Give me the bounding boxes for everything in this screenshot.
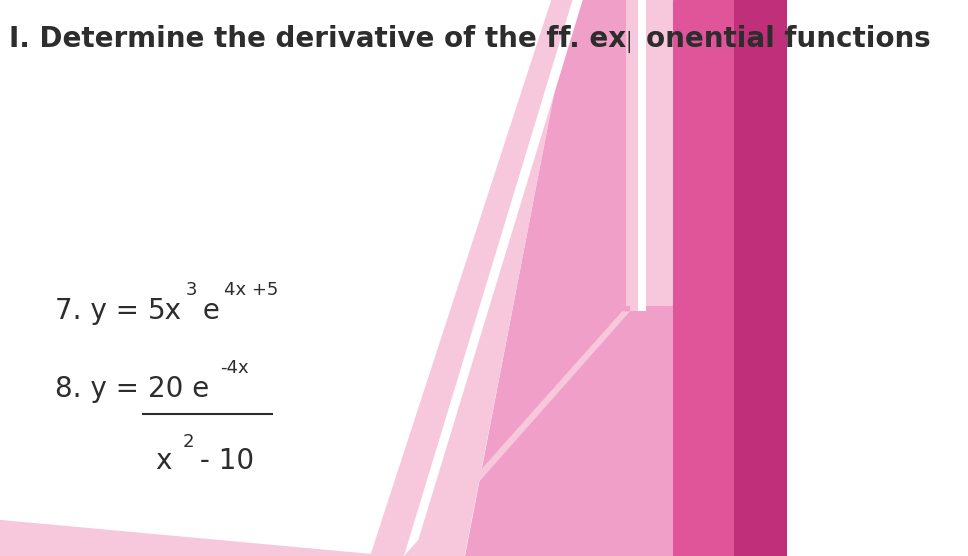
Text: I. Determine the derivative of the ff. exponential functions: I. Determine the derivative of the ff. e… — [10, 25, 931, 53]
Text: -4x: -4x — [221, 359, 249, 377]
Text: e: e — [194, 297, 220, 325]
Text: 7. y =: 7. y = — [55, 297, 148, 325]
Polygon shape — [469, 0, 674, 556]
Polygon shape — [465, 0, 674, 556]
Text: 8. y =: 8. y = — [55, 375, 148, 403]
Text: 3: 3 — [186, 281, 197, 299]
Polygon shape — [734, 0, 787, 556]
Text: - 10: - 10 — [191, 448, 254, 475]
Polygon shape — [630, 0, 638, 311]
Polygon shape — [404, 0, 583, 556]
Polygon shape — [404, 311, 630, 556]
Text: x: x — [155, 448, 171, 475]
Polygon shape — [626, 0, 674, 306]
Polygon shape — [737, 0, 787, 556]
Polygon shape — [0, 520, 394, 556]
Polygon shape — [370, 0, 572, 556]
Text: 4x +5: 4x +5 — [225, 281, 279, 299]
Polygon shape — [674, 0, 787, 556]
Text: 2: 2 — [183, 433, 195, 451]
Text: 5x: 5x — [148, 297, 182, 325]
Polygon shape — [638, 0, 646, 311]
Text: 20 e: 20 e — [148, 375, 209, 403]
Polygon shape — [630, 0, 674, 311]
Polygon shape — [674, 0, 787, 556]
